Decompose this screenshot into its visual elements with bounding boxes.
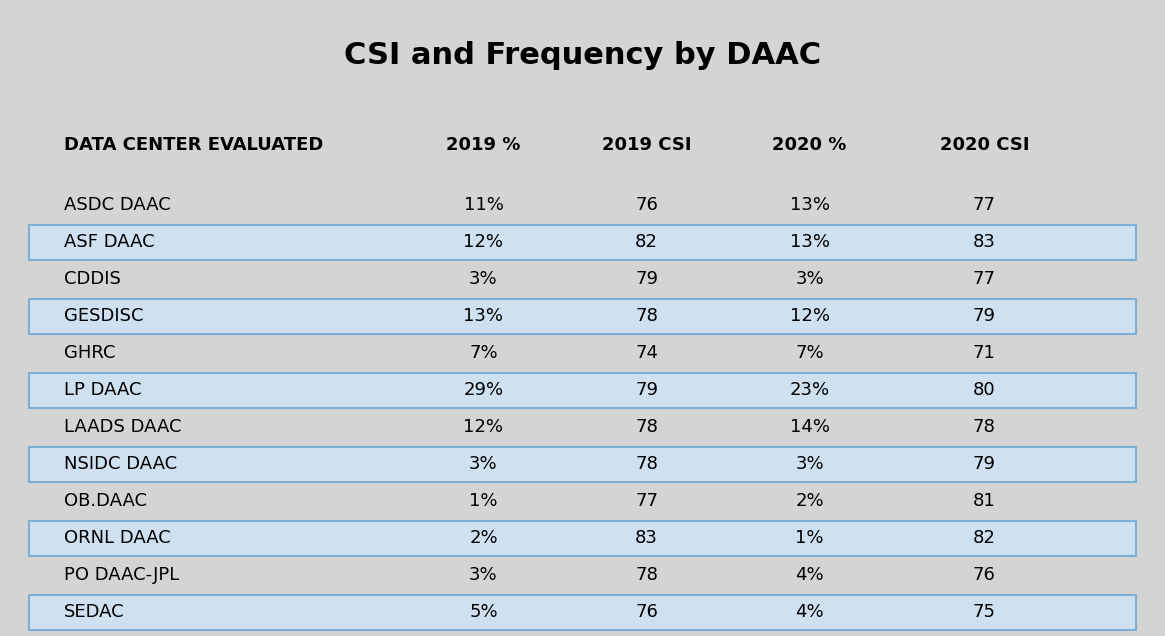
Text: 78: 78 xyxy=(635,418,658,436)
Text: 3%: 3% xyxy=(469,566,497,584)
Text: 12%: 12% xyxy=(464,418,503,436)
Text: 12%: 12% xyxy=(464,233,503,251)
Text: ASDC DAAC: ASDC DAAC xyxy=(64,196,171,214)
Text: 77: 77 xyxy=(973,196,996,214)
Text: 79: 79 xyxy=(635,270,658,288)
Text: 71: 71 xyxy=(973,344,996,362)
Text: 76: 76 xyxy=(635,603,658,621)
Text: 12%: 12% xyxy=(790,307,829,325)
Bar xyxy=(29,520,1136,555)
Bar xyxy=(29,595,1136,630)
Text: 82: 82 xyxy=(973,529,996,547)
Text: 74: 74 xyxy=(635,344,658,362)
Text: 78: 78 xyxy=(635,455,658,473)
Text: 13%: 13% xyxy=(464,307,503,325)
Bar xyxy=(29,298,1136,333)
Text: 79: 79 xyxy=(973,307,996,325)
Text: DATA CENTER EVALUATED: DATA CENTER EVALUATED xyxy=(64,136,324,154)
Text: 76: 76 xyxy=(973,566,996,584)
Bar xyxy=(29,298,1136,333)
Bar xyxy=(29,225,1136,259)
Text: 80: 80 xyxy=(973,381,996,399)
Text: 14%: 14% xyxy=(790,418,829,436)
Text: 11%: 11% xyxy=(464,196,503,214)
Text: PO DAAC-JPL: PO DAAC-JPL xyxy=(64,566,179,584)
Text: 79: 79 xyxy=(635,381,658,399)
Text: 77: 77 xyxy=(973,270,996,288)
Text: ASF DAAC: ASF DAAC xyxy=(64,233,155,251)
Text: NSIDC DAAC: NSIDC DAAC xyxy=(64,455,177,473)
Text: SEDAC: SEDAC xyxy=(64,603,125,621)
Text: 13%: 13% xyxy=(790,196,829,214)
Text: 81: 81 xyxy=(973,492,996,510)
Text: 78: 78 xyxy=(973,418,996,436)
Text: CDDIS: CDDIS xyxy=(64,270,121,288)
Bar xyxy=(29,225,1136,259)
Text: 82: 82 xyxy=(635,233,658,251)
Text: 3%: 3% xyxy=(469,270,497,288)
Text: 3%: 3% xyxy=(796,455,824,473)
Text: 2%: 2% xyxy=(469,529,497,547)
Text: OB.DAAC: OB.DAAC xyxy=(64,492,147,510)
Text: 83: 83 xyxy=(635,529,658,547)
Text: 3%: 3% xyxy=(469,455,497,473)
Text: 2020 %: 2020 % xyxy=(772,136,847,154)
Text: 78: 78 xyxy=(635,566,658,584)
Text: 1%: 1% xyxy=(469,492,497,510)
Text: 2020 CSI: 2020 CSI xyxy=(940,136,1029,154)
Text: 4%: 4% xyxy=(796,566,824,584)
Text: 2019 %: 2019 % xyxy=(446,136,521,154)
Text: 83: 83 xyxy=(973,233,996,251)
Text: 77: 77 xyxy=(635,492,658,510)
Text: 4%: 4% xyxy=(796,603,824,621)
Text: 1%: 1% xyxy=(796,529,824,547)
Text: CSI and Frequency by DAAC: CSI and Frequency by DAAC xyxy=(344,41,821,69)
Text: 76: 76 xyxy=(635,196,658,214)
Text: 5%: 5% xyxy=(469,603,497,621)
Bar xyxy=(29,373,1136,408)
Text: LP DAAC: LP DAAC xyxy=(64,381,142,399)
Bar xyxy=(29,520,1136,555)
Bar xyxy=(29,446,1136,481)
Text: GHRC: GHRC xyxy=(64,344,115,362)
Text: 7%: 7% xyxy=(796,344,824,362)
Text: 7%: 7% xyxy=(469,344,497,362)
Text: 29%: 29% xyxy=(464,381,503,399)
Text: GESDISC: GESDISC xyxy=(64,307,143,325)
Text: 3%: 3% xyxy=(796,270,824,288)
Bar xyxy=(29,595,1136,630)
Text: LAADS DAAC: LAADS DAAC xyxy=(64,418,182,436)
Text: 2019 CSI: 2019 CSI xyxy=(602,136,691,154)
Text: 2%: 2% xyxy=(796,492,824,510)
Text: 75: 75 xyxy=(973,603,996,621)
Text: ORNL DAAC: ORNL DAAC xyxy=(64,529,171,547)
Text: 23%: 23% xyxy=(790,381,829,399)
Bar xyxy=(29,446,1136,481)
Text: 78: 78 xyxy=(635,307,658,325)
Bar xyxy=(29,373,1136,408)
Text: 13%: 13% xyxy=(790,233,829,251)
Text: 79: 79 xyxy=(973,455,996,473)
